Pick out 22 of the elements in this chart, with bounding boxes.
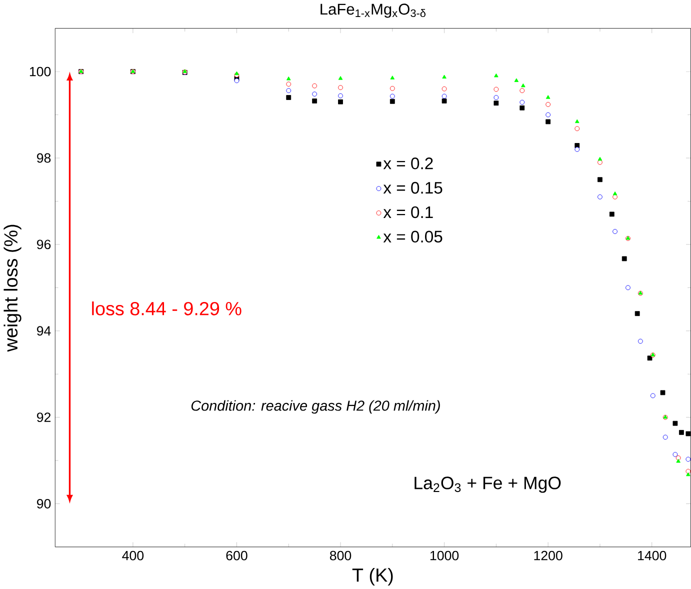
annotation: Condition: reacive gass H2 (20 ml/min) (191, 400, 440, 414)
legend-label: x = 0.05 (383, 230, 442, 242)
x-tick-label: 600 (226, 550, 248, 560)
y-tick-label: 92 (36, 412, 51, 422)
y-axis-title: weight loss (%) (4, 224, 22, 352)
x-tick-label: 1200 (534, 550, 562, 560)
x-tick-label: 400 (122, 550, 144, 560)
legend-label: x = 0.1 (383, 206, 433, 218)
annotation: loss 8.44 - 9.29 % (92, 301, 242, 316)
annotation: La$_{2}$O$_{3}$ + Fe + MgO (414, 476, 561, 493)
x-axis-title: T (K) (352, 568, 393, 586)
x-tick-label: 800 (330, 550, 352, 560)
legend-label: x = 0.15 (383, 182, 442, 194)
legend-label: x = 0.2 (383, 157, 433, 170)
chart-title: LaFe$_{1-x}$Mg$_{x}$O$_{3-δ}$ (320, 4, 426, 18)
y-tick-label: 96 (36, 240, 51, 250)
y-tick-label: 94 (36, 326, 51, 336)
x-tick-label: 1400 (638, 550, 666, 560)
y-tick-label: 100 (30, 66, 51, 76)
y-tick-label: 98 (36, 153, 51, 163)
y-tick-label: 90 (36, 498, 51, 508)
x-tick-label: 1000 (430, 550, 459, 560)
